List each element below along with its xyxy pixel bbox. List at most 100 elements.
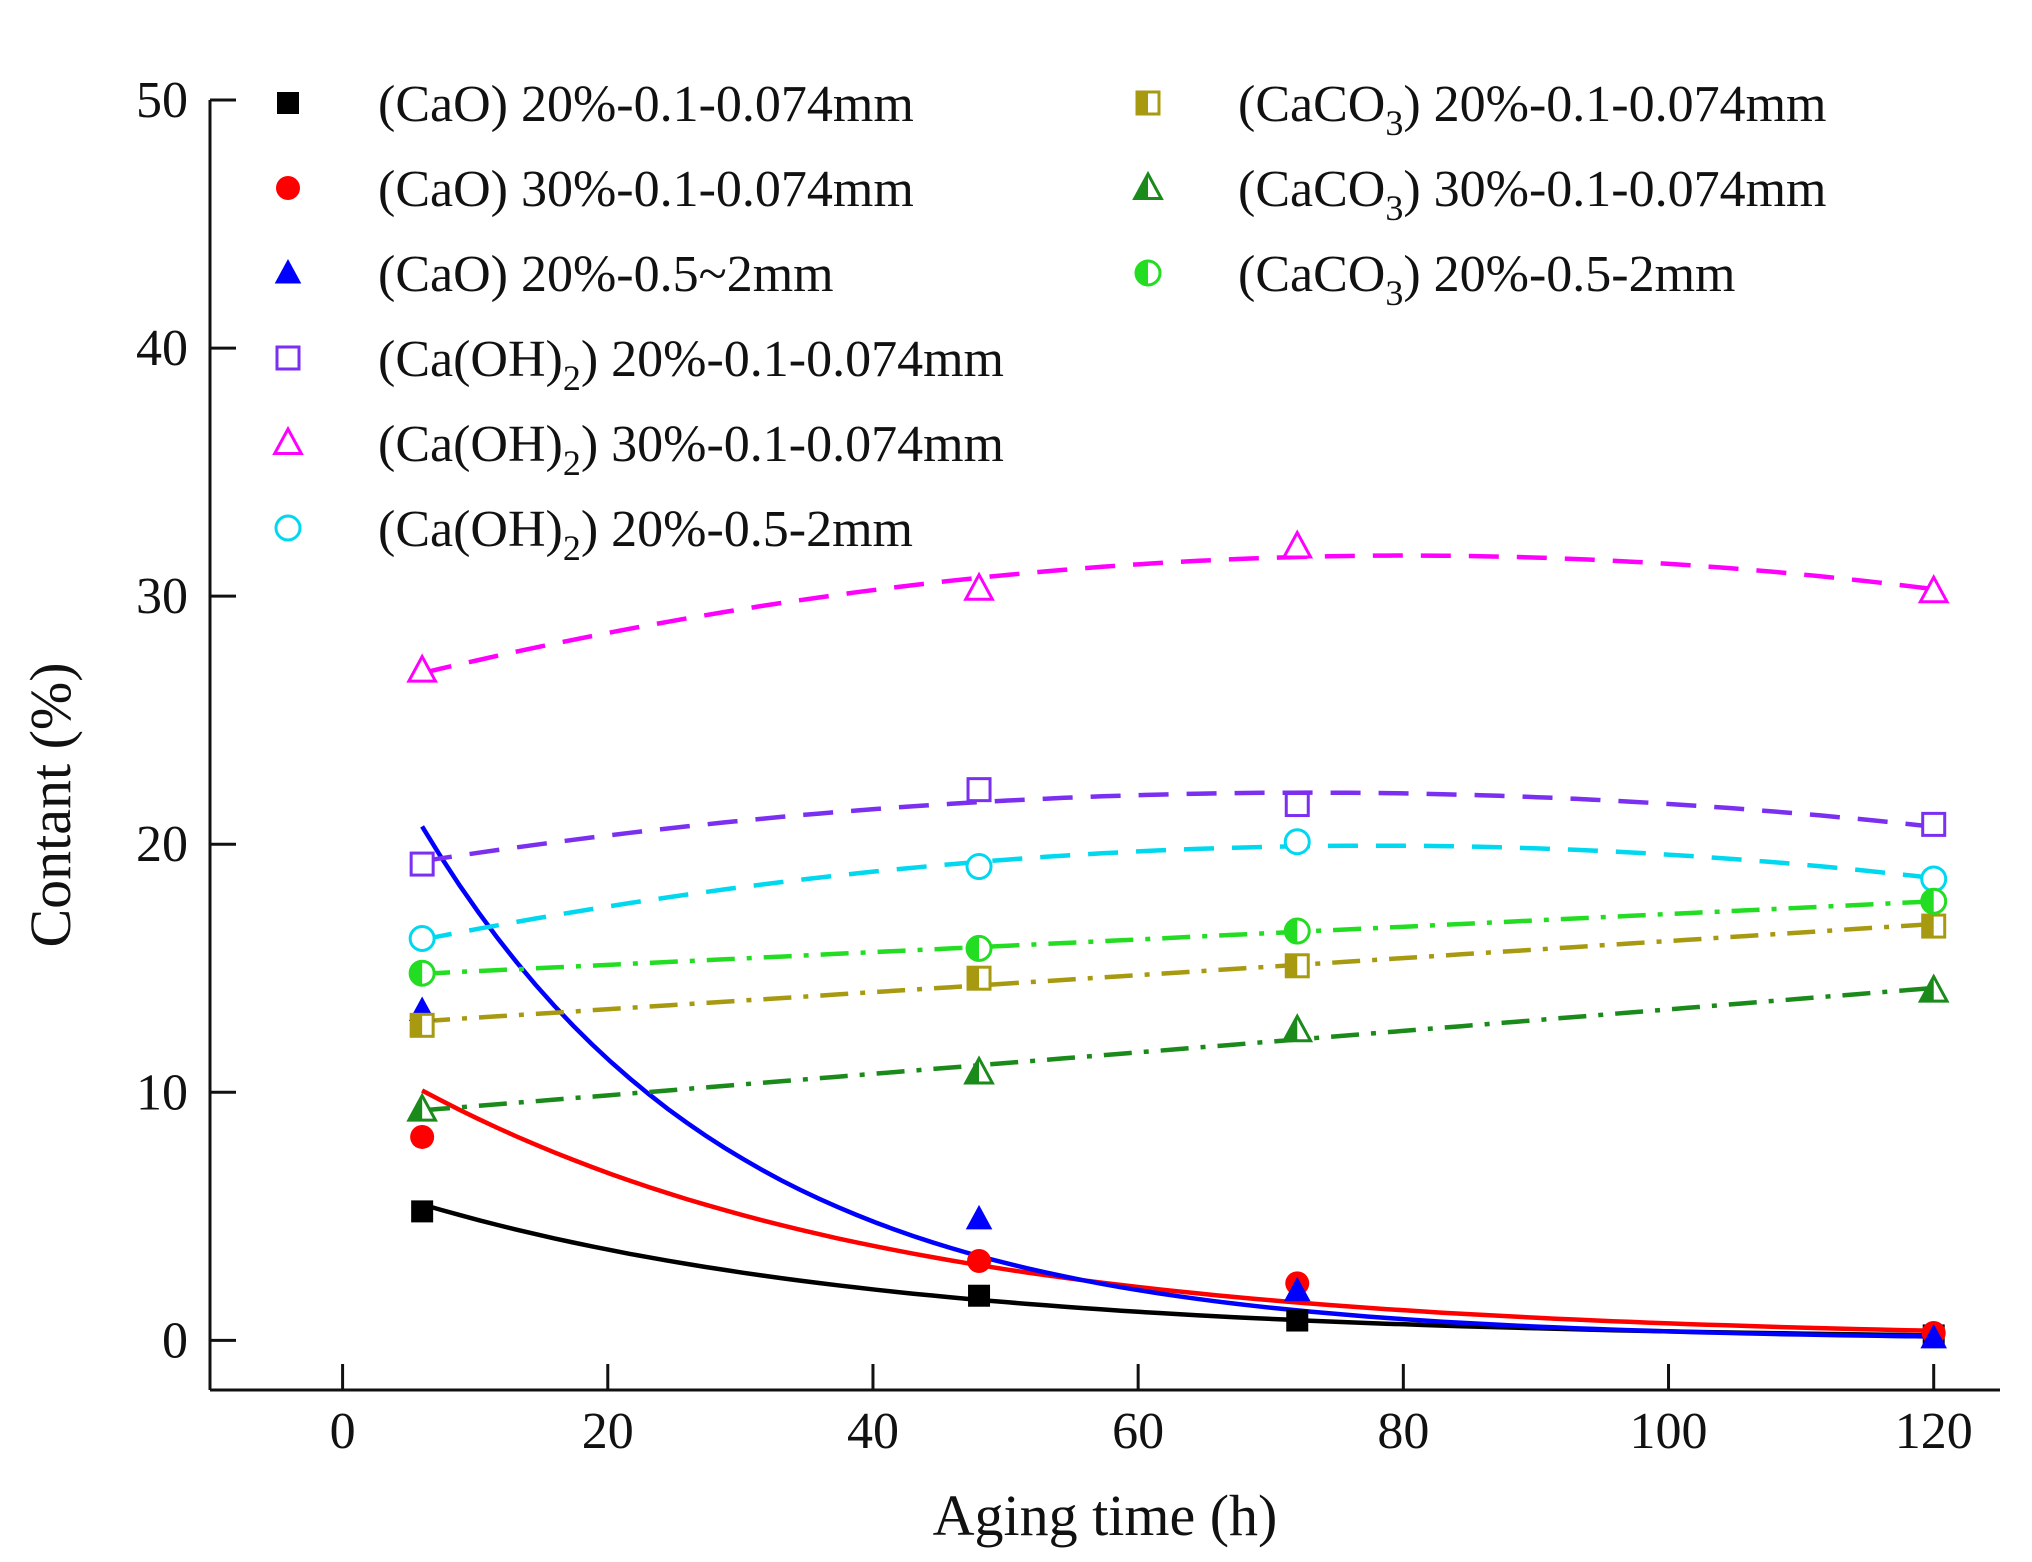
- y-tick-label: 10: [136, 1064, 188, 1121]
- data-point-caoh2-20-coarse: [965, 853, 993, 881]
- legend-marker: [272, 425, 304, 455]
- x-tick-label: 80: [1377, 1403, 1429, 1460]
- data-point-cao-20-fine: [411, 1200, 434, 1223]
- data-point-caco3-30-fine: [1917, 973, 1950, 1003]
- legend-compound: (CaO): [378, 246, 508, 303]
- legend-compound: (Ca(OH): [378, 501, 563, 558]
- data-point-caoh2-30-fine: [406, 653, 438, 683]
- legend-item-cao-20-coarse: (CaO) 20%-0.5~2mm: [274, 246, 834, 303]
- data-point-caoh2-20-coarse: [1920, 865, 1948, 893]
- marker-shape: [1920, 865, 1948, 893]
- x-tick-label: 100: [1630, 1403, 1708, 1460]
- marker-fill-half: [968, 967, 980, 990]
- data-point-caco3-20-fine: [966, 965, 992, 991]
- marker-fill-half: [1922, 915, 1934, 938]
- legend-close: ): [581, 331, 598, 388]
- legend-compound: (CaO): [378, 161, 508, 218]
- data-point-caco3-20-coarse: [408, 959, 436, 987]
- x-tick-label: 60: [1112, 1403, 1164, 1460]
- legend-marker: [274, 259, 302, 284]
- legend-close: ): [581, 501, 598, 558]
- data-point-caoh2-20-fine: [1921, 811, 1947, 837]
- data-point-caco3-20-fine: [409, 1012, 435, 1038]
- x-axis-title: Aging time (h): [933, 1483, 1278, 1548]
- legend-subscript: 2: [563, 358, 581, 398]
- y-tick-label: 40: [136, 320, 188, 377]
- legend-subscript: 2: [563, 443, 581, 483]
- marker-fill-half: [408, 1095, 423, 1121]
- x-tick-label: 20: [582, 1403, 634, 1460]
- marker-shape: [410, 1124, 435, 1149]
- legend-close: ): [581, 416, 598, 473]
- marker-shape: [275, 345, 301, 371]
- marker-shape: [274, 514, 302, 542]
- legend-label: (Ca(OH)2) 20%-0.5-2mm: [378, 501, 913, 568]
- marker-shape: [277, 92, 299, 114]
- data-point-caoh2-20-fine: [409, 851, 435, 877]
- legend-close: ): [1403, 246, 1420, 303]
- marker-shape: [1283, 828, 1311, 856]
- legend-marker: [275, 345, 301, 371]
- data-point-caoh2-30-fine: [963, 571, 995, 601]
- marker-shape: [1921, 811, 1947, 837]
- marker-shape: [968, 1284, 991, 1307]
- legend-item-caoh2-20-coarse: (Ca(OH)2) 20%-0.5-2mm: [274, 501, 913, 568]
- legend-subscript: 3: [1385, 103, 1403, 143]
- marker-shape: [406, 653, 438, 683]
- data-point-cao-30-fine: [967, 1249, 992, 1273]
- legend-item-cao-20-fine: (CaO) 20%-0.1-0.074mm: [277, 76, 914, 133]
- data-point-caco3-20-coarse: [1283, 917, 1311, 945]
- marker-fill-half: [411, 1014, 423, 1037]
- fit-line-cao-20-fine: [421, 1202, 1934, 1338]
- data-point-caco3-20-fine: [1284, 953, 1310, 979]
- legend-item-caoh2-20-fine: (Ca(OH)2) 20%-0.1-0.074mm: [275, 331, 1004, 398]
- marker-fill-half: [1921, 889, 1934, 914]
- legend-compound: (CaCO: [1238, 246, 1385, 303]
- data-point-caoh2-30-fine: [1917, 574, 1950, 604]
- data-markers: [406, 529, 1950, 1349]
- data-point-caco3-20-coarse: [1920, 887, 1948, 915]
- data-point-caoh2-20-coarse: [408, 925, 436, 952]
- marker-shape: [1920, 1323, 1948, 1349]
- legend-desc: 20%-0.1-0.074mm: [598, 331, 1004, 388]
- data-point-cao-20-coarse: [965, 1204, 993, 1230]
- marker-shape: [272, 425, 304, 455]
- fit-line-caco3-30-fine: [421, 985, 1934, 1113]
- legend-label: (CaCO3) 20%-0.5-2mm: [1238, 246, 1736, 313]
- legend-desc: 20%-0.5~2mm: [508, 246, 834, 303]
- marker-shape: [963, 571, 995, 601]
- fit-line-caoh2-20-coarse: [421, 843, 1934, 942]
- legend: (CaO) 20%-0.1-0.074mm (CaO) 30%-0.1-0.074…: [272, 76, 1827, 568]
- axes: 0 10 20 30 40 50 0 20 40 60 80 100 120 Aging time (h)…: [18, 72, 2000, 1548]
- marker-shape: [274, 259, 302, 284]
- legend-subscript: 2: [563, 528, 581, 568]
- fit-line-cao-30-fine: [421, 1088, 1934, 1334]
- y-axis-title: Contant (%): [18, 662, 83, 947]
- legend-compound: (CaO): [378, 76, 508, 133]
- data-point-caco3-30-fine: [963, 1055, 995, 1085]
- fit-line-caoh2-30-fine: [421, 553, 1934, 676]
- data-point-caco3-30-fine: [406, 1092, 438, 1122]
- data-point-cao-20-coarse: [1283, 1276, 1311, 1302]
- marker-fill-half: [1137, 92, 1148, 114]
- data-point-caco3-30-fine: [1281, 1013, 1314, 1043]
- legend-desc: 20%-0.1-0.074mm: [1421, 76, 1827, 133]
- fit-line-caco3-20-coarse: [421, 899, 1934, 977]
- legend-compound: (Ca(OH): [378, 331, 563, 388]
- y-tick-label: 30: [136, 568, 188, 625]
- marker-fill-half: [1283, 1016, 1298, 1041]
- legend-label: (CaO) 20%-0.5~2mm: [378, 246, 834, 303]
- data-point-caoh2-20-fine: [1284, 792, 1310, 818]
- fit-line-caoh2-20-fine: [421, 790, 1934, 864]
- data-point-cao-20-fine: [968, 1284, 991, 1307]
- marker-fill-half: [1285, 919, 1298, 944]
- y-tick-label: 50: [136, 72, 188, 129]
- legend-item-caco3-20-coarse: (CaCO3) 20%-0.5-2mm: [1134, 246, 1736, 313]
- marker-shape: [1283, 1276, 1311, 1302]
- marker-fill-half: [1136, 261, 1148, 285]
- legend-subscript: 3: [1385, 273, 1403, 313]
- legend-label: (CaO) 30%-0.1-0.074mm: [378, 161, 914, 218]
- x-tick-label: 40: [847, 1403, 899, 1460]
- marker-fill-half: [967, 936, 980, 961]
